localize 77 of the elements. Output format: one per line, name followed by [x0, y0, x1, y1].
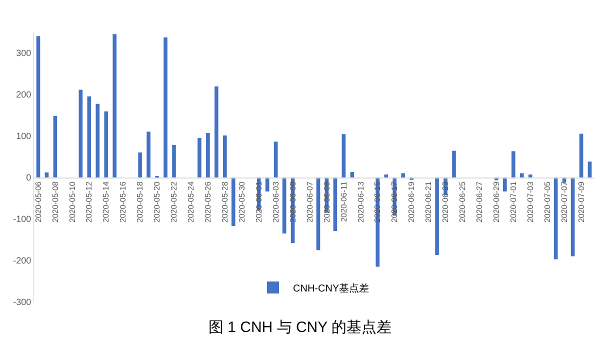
x-tick-label: 2020-05-18	[136, 181, 145, 223]
bar	[554, 177, 558, 260]
bar	[528, 174, 532, 178]
x-tick-label: 2020-05-20	[152, 181, 162, 223]
bar	[53, 116, 58, 178]
bar	[198, 138, 202, 178]
bar	[206, 132, 210, 178]
x-tick-label: 2020-06-25	[458, 181, 468, 223]
x-tick-label: 2020-05-10	[68, 181, 77, 223]
x-tick-label: 2020-05-28	[220, 181, 230, 223]
bar	[435, 177, 439, 256]
x-tick-label: 2020-06-01	[254, 181, 264, 223]
bar	[78, 90, 83, 178]
x-tick-label: 2020-06-09	[322, 181, 332, 223]
x-tick-label: 2020-06-07	[305, 181, 314, 223]
x-tick-label: 2020-06-21	[424, 181, 434, 223]
bar	[401, 173, 405, 178]
x-tick-label: 2020-07-03	[526, 181, 535, 223]
x-tick-label: 2020-05-12	[84, 181, 94, 223]
bar	[511, 151, 516, 178]
bar	[44, 172, 49, 178]
x-tick-label: 2020-07-09	[576, 181, 586, 223]
bar	[96, 104, 100, 178]
x-tick-label: 2020-06-19	[407, 181, 416, 223]
x-tick-label: 2020-06-13	[356, 181, 366, 223]
x-tick-label: 2020-05-06	[34, 181, 43, 223]
x-tick-label: 2020-06-23	[441, 181, 450, 223]
bar	[452, 150, 456, 178]
y-tick-label: 200	[16, 89, 32, 100]
bar	[138, 152, 142, 178]
bar	[384, 174, 388, 178]
bar	[104, 111, 108, 178]
bar	[223, 135, 227, 178]
y-tick-label: 100	[16, 131, 32, 141]
bar	[579, 134, 584, 178]
bar	[570, 177, 575, 256]
x-tick-label: 2020-07-07	[560, 181, 569, 223]
x-tick-label: 2020-05-14	[102, 181, 111, 223]
bar	[164, 37, 168, 178]
x-tick-label: 2020-06-17	[390, 181, 400, 223]
x-tick-label: 2020-06-29	[492, 181, 502, 223]
x-tick-label: 2020-06-15	[373, 181, 382, 223]
x-tick-label: 2020-07-01	[508, 181, 518, 223]
bar	[87, 96, 92, 178]
bar	[112, 34, 117, 178]
x-tick-label: 2020-05-30	[237, 181, 246, 223]
x-tick-label: 2020-07-05	[542, 181, 552, 223]
x-tick-label: 2020-05-26	[204, 181, 213, 223]
x-tick-label: 2020-05-16	[118, 181, 128, 223]
bar	[146, 132, 150, 178]
bar	[36, 36, 40, 178]
y-tick-label: 0	[26, 172, 32, 183]
bar	[503, 177, 507, 192]
bar	[520, 173, 524, 178]
legend-label: CNH-CNY基点差	[293, 282, 370, 294]
x-tick-label: 2020-05-22	[170, 181, 179, 223]
bar	[172, 144, 176, 178]
x-tick-label: 2020-05-24	[186, 181, 196, 223]
y-tick-label: 300	[16, 48, 32, 58]
bar	[214, 86, 218, 178]
x-tick-label: 2020-06-27	[475, 181, 484, 223]
bar	[231, 177, 236, 226]
text: 图 1 CNH 与 CNY 的基点差	[208, 319, 392, 336]
bar	[333, 177, 338, 231]
bar	[350, 172, 354, 178]
bar	[282, 177, 286, 234]
x-tick-label: 2020-06-03	[271, 181, 280, 223]
bar	[274, 142, 278, 178]
x-tick-label: 2020-06-11	[339, 181, 348, 222]
y-tick-label: -200	[13, 256, 32, 266]
y-tick-label: -300	[13, 297, 32, 308]
y-tick-label: -100	[13, 214, 32, 224]
x-tick-label: 2020-06-05	[288, 181, 298, 223]
bar	[316, 177, 320, 250]
x-tick-label: 2020-05-08	[50, 181, 60, 223]
bar	[588, 162, 592, 178]
bar	[342, 134, 346, 178]
